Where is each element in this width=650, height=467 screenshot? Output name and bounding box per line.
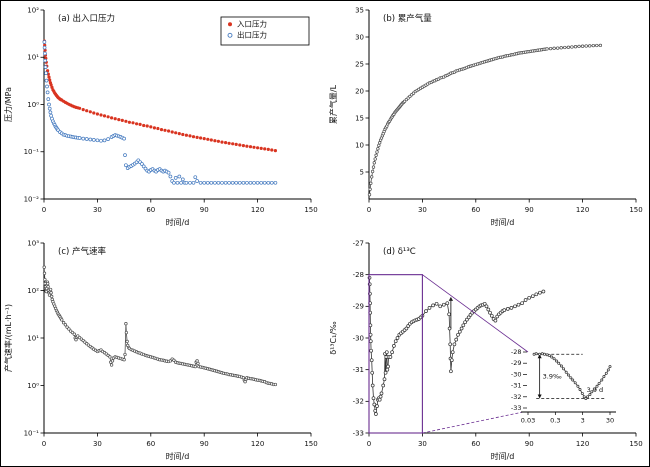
svg-text:10³: 10³ xyxy=(27,239,39,247)
svg-text:60: 60 xyxy=(146,206,155,214)
svg-text:0: 0 xyxy=(42,206,46,214)
svg-text:(d) δ¹³C: (d) δ¹³C xyxy=(383,247,416,257)
svg-text:-31: -31 xyxy=(353,366,364,374)
subplot-d-delta13c: 0 30 60 90 120 150 -27 -28 -29 -30 -31 -32 -33 时间/d δ¹… xyxy=(325,233,650,467)
svg-text:0: 0 xyxy=(42,440,46,448)
svg-text:10⁰: 10⁰ xyxy=(27,382,39,390)
svg-text:δ¹³C₁/‰: δ¹³C₁/‰ xyxy=(329,321,338,355)
svg-text:15: 15 xyxy=(355,114,364,122)
svg-text:-30: -30 xyxy=(511,370,522,378)
svg-text:90: 90 xyxy=(525,440,534,448)
svg-text:-33: -33 xyxy=(511,404,522,412)
svg-text:-33: -33 xyxy=(353,429,364,437)
svg-text:30: 30 xyxy=(355,33,364,41)
svg-text:150: 150 xyxy=(304,206,317,214)
svg-text:3: 3 xyxy=(581,417,585,425)
svg-text:产气速率/(mL·h⁻¹): 产气速率/(mL·h⁻¹) xyxy=(3,304,13,372)
svg-text:5: 5 xyxy=(360,168,364,176)
svg-text:-32: -32 xyxy=(511,393,522,401)
svg-text:90: 90 xyxy=(200,206,209,214)
svg-text:0: 0 xyxy=(367,440,371,448)
subplot-a-inlet-outlet-pressure: 0 30 60 90 120 150 10² 10¹ 10⁰ 10⁻¹ 10⁻² 时间/d 压力/MPa… xyxy=(0,0,325,233)
svg-text:10²: 10² xyxy=(27,287,39,295)
svg-text:0.3: 0.3 xyxy=(550,417,560,425)
svg-text:25: 25 xyxy=(355,60,364,68)
svg-text:35: 35 xyxy=(355,6,364,14)
svg-text:10⁰: 10⁰ xyxy=(27,101,39,109)
svg-text:压力/MPa: 压力/MPa xyxy=(3,87,13,122)
svg-text:(b) 累产气量: (b) 累产气量 xyxy=(383,13,432,24)
svg-text:120: 120 xyxy=(251,440,264,448)
svg-text:出口压力: 出口压力 xyxy=(237,30,267,40)
svg-text:-28: -28 xyxy=(353,271,364,279)
subplot-c-gas-rate: 0 30 60 90 120 150 10³ 10² 10¹ 10⁰ 10⁻¹ 时间/d 产气速率/(m… xyxy=(0,233,325,467)
svg-text:10⁻²: 10⁻² xyxy=(24,195,40,203)
svg-text:30: 30 xyxy=(93,206,102,214)
svg-text:-30: -30 xyxy=(353,334,364,342)
svg-text:入口压力: 入口压力 xyxy=(237,19,267,29)
svg-text:90: 90 xyxy=(525,206,534,214)
svg-text:30: 30 xyxy=(418,206,427,214)
svg-text:-32: -32 xyxy=(353,398,364,406)
svg-text:120: 120 xyxy=(251,206,264,214)
svg-text:10¹: 10¹ xyxy=(27,334,39,342)
svg-text:20: 20 xyxy=(355,87,364,95)
svg-text:120: 120 xyxy=(576,440,589,448)
svg-text:120: 120 xyxy=(576,206,589,214)
svg-text:时间/d: 时间/d xyxy=(166,451,190,461)
svg-text:0.03: 0.03 xyxy=(521,417,535,425)
svg-text:30: 30 xyxy=(606,417,614,425)
svg-text:(c) 产气速率: (c) 产气速率 xyxy=(58,246,107,257)
svg-text:-31: -31 xyxy=(511,382,522,390)
svg-text:0: 0 xyxy=(367,206,371,214)
svg-text:10⁻¹: 10⁻¹ xyxy=(24,148,40,156)
chart-a-canvas: 0 30 60 90 120 150 10² 10¹ 10⁰ 10⁻¹ 10⁻² 时间/d 压力/MPa… xyxy=(3,6,318,227)
svg-text:累产气量/L: 累产气量/L xyxy=(328,84,338,124)
svg-text:60: 60 xyxy=(146,440,155,448)
svg-text:10¹: 10¹ xyxy=(27,54,39,62)
svg-text:-28: -28 xyxy=(511,348,522,356)
svg-text:时间/d: 时间/d xyxy=(491,217,515,227)
svg-text:10⁻¹: 10⁻¹ xyxy=(24,429,40,437)
svg-text:150: 150 xyxy=(304,440,317,448)
svg-text:-27: -27 xyxy=(353,239,364,247)
svg-text:3.9‰: 3.9‰ xyxy=(543,372,562,380)
svg-text:60: 60 xyxy=(471,206,480,214)
svg-text:150: 150 xyxy=(629,206,642,214)
svg-text:时间/d: 时间/d xyxy=(166,217,190,227)
svg-text:时间/d: 时间/d xyxy=(491,451,515,461)
svg-text:(a) 出入口压力: (a) 出入口压力 xyxy=(58,13,115,24)
chart-c-canvas: 0 30 60 90 120 150 10³ 10² 10¹ 10⁰ 10⁻¹ 时间/d 产气速率/(m… xyxy=(3,239,318,461)
svg-text:10²: 10² xyxy=(27,6,39,14)
chart-b-canvas: 0 30 60 90 120 150 5 10 15 20 25 30 35 时间/d 累产气量/L (b) … xyxy=(328,6,643,227)
svg-text:150: 150 xyxy=(629,440,642,448)
subplot-b-cumulative-gas: 0 30 60 90 120 150 5 10 15 20 25 30 35 时间/d 累产气量/L (b) … xyxy=(325,0,650,233)
svg-text:-29: -29 xyxy=(511,359,522,367)
svg-text:30: 30 xyxy=(418,440,427,448)
svg-text:10: 10 xyxy=(355,141,364,149)
svg-text:-29: -29 xyxy=(353,303,364,311)
svg-text:60: 60 xyxy=(471,440,480,448)
svg-text:90: 90 xyxy=(200,440,209,448)
chart-d-canvas: 0 30 60 90 120 150 -27 -28 -29 -30 -31 -32 -33 时间/d δ¹… xyxy=(329,239,643,461)
svg-text:30: 30 xyxy=(93,440,102,448)
